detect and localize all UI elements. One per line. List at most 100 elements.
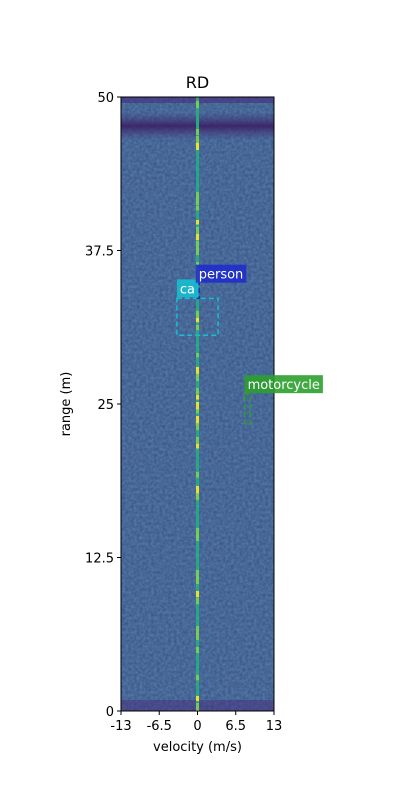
zero-velocity-speckle [196, 535, 199, 542]
zero-velocity-speckle [196, 451, 199, 459]
zero-velocity-speckle [196, 409, 199, 414]
zero-velocity-speckle [196, 479, 199, 484]
zero-velocity-speckle [196, 430, 199, 439]
zero-velocity-speckle [196, 227, 199, 235]
zero-velocity-speckle [196, 395, 199, 400]
zero-velocity-speckle [196, 234, 199, 241]
detection-label-bg [176, 279, 199, 298]
zero-velocity-speckle [196, 136, 199, 146]
zero-velocity-speckle [196, 598, 199, 605]
detection-label-text: ca [180, 282, 195, 297]
zero-velocity-speckle [196, 199, 199, 206]
chart-title: RD [186, 73, 209, 92]
zero-velocity-speckle [196, 213, 199, 220]
zero-velocity-speckle [196, 437, 199, 445]
zero-velocity-speckle [196, 402, 199, 411]
zero-velocity-speckle [196, 241, 199, 250]
x-axis-ticks: -13 -6.5 0 6.5 13 [110, 711, 282, 734]
zero-velocity-speckle [196, 353, 199, 358]
zero-velocity-speckle [196, 570, 199, 579]
zero-velocity-speckle [196, 626, 199, 635]
zero-velocity-speckle [196, 549, 199, 554]
zero-velocity-speckle [196, 675, 199, 681]
detection-label-bg [244, 375, 323, 394]
zero-velocity-speckle [196, 703, 199, 711]
zero-velocity-speckle [196, 101, 199, 111]
detection-label-text: motorcycle [248, 378, 320, 393]
zero-velocity-speckle [196, 605, 199, 615]
zero-velocity-speckle [196, 577, 199, 586]
zero-velocity-speckle [196, 423, 199, 431]
detection-box-motorcycle [243, 393, 252, 425]
zero-velocity-speckle [196, 654, 199, 663]
zero-velocity-speckle [196, 304, 199, 310]
detection-motorcycle [243, 393, 252, 425]
zero-velocity-speckle [196, 689, 199, 695]
detection-label-bg [195, 264, 247, 283]
zero-velocity-speckle [196, 612, 199, 618]
zero-velocity-speckle [196, 507, 199, 517]
zero-velocity-speckle [196, 682, 199, 691]
zero-velocity-speckle [196, 514, 199, 523]
zero-velocity-speckle [196, 164, 199, 173]
zero-velocity-speckle [196, 150, 199, 157]
zero-velocity-speckle [196, 416, 199, 424]
zero-velocity-speckle [196, 465, 199, 472]
zero-velocity-speckle [196, 332, 199, 341]
zero-velocity-speckle [196, 556, 199, 566]
zero-velocity-speckle [196, 633, 199, 641]
detection-label-motorcycle: motorcycle [244, 375, 323, 394]
x-tick-label: -13 [110, 719, 131, 734]
zero-velocity-speckle [196, 500, 199, 507]
zero-velocity-speckle [196, 318, 199, 323]
zero-velocity-speckle [196, 311, 199, 320]
zero-velocity-speckle [196, 696, 199, 702]
detection-label-person: person [195, 264, 247, 283]
zero-velocity-speckle [196, 584, 199, 591]
y-axis-label: range (m) [59, 372, 74, 437]
zero-velocity-speckle [196, 206, 199, 211]
zero-velocity-speckle [196, 115, 199, 124]
zero-velocity-speckle [196, 346, 199, 356]
zero-velocity-speckle [196, 192, 199, 200]
y-tick-label: 12.5 [85, 552, 114, 567]
y-tick-label: 50 [97, 91, 114, 106]
zero-velocity-speckle [196, 591, 199, 598]
zero-velocity-speckle [196, 339, 199, 344]
zero-velocity-speckle [196, 374, 199, 383]
y-tick-label: 0 [106, 705, 114, 720]
zero-velocity-speckle [196, 381, 199, 386]
zero-velocity-speckle [196, 143, 199, 151]
plot-area [121, 97, 274, 711]
zero-velocity-speckle [196, 185, 199, 193]
zero-velocity-speckle [196, 619, 199, 629]
zero-velocity-speckle [196, 388, 199, 395]
zero-velocity-speckle [196, 255, 199, 265]
y-tick-label: 25 [97, 398, 114, 413]
x-tick-label: 13 [266, 719, 283, 734]
x-axis-label: velocity (m/s) [153, 740, 242, 755]
zero-velocity-speckle [196, 297, 199, 307]
zero-velocity-speckle [196, 367, 199, 374]
detection-labels: ca person motorcycle [176, 264, 323, 394]
zero-velocity-speckle [196, 661, 199, 667]
x-tick-label: 6.5 [225, 719, 246, 734]
zero-velocity-speckle [196, 563, 199, 568]
zero-velocity-speckle [196, 528, 199, 538]
zero-velocity-speckle [196, 220, 199, 225]
x-tick-label: 0 [193, 719, 201, 734]
zero-velocity-speckle [196, 248, 199, 257]
y-tick-label: 37.5 [85, 245, 114, 260]
zero-velocity-speckle [196, 542, 199, 550]
zero-velocity-speckle [196, 640, 199, 649]
zero-velocity-speckle [196, 493, 199, 503]
zero-velocity-speckle [196, 108, 199, 113]
zero-velocity-speckle [196, 486, 199, 496]
zero-velocity-speckle [196, 129, 199, 136]
x-tick-label: -6.5 [147, 719, 172, 734]
zero-velocity-speckle [196, 325, 199, 331]
detection-label-car: ca [176, 279, 199, 298]
zero-velocity-line [196, 97, 199, 711]
zero-velocity-speckle [196, 472, 199, 478]
